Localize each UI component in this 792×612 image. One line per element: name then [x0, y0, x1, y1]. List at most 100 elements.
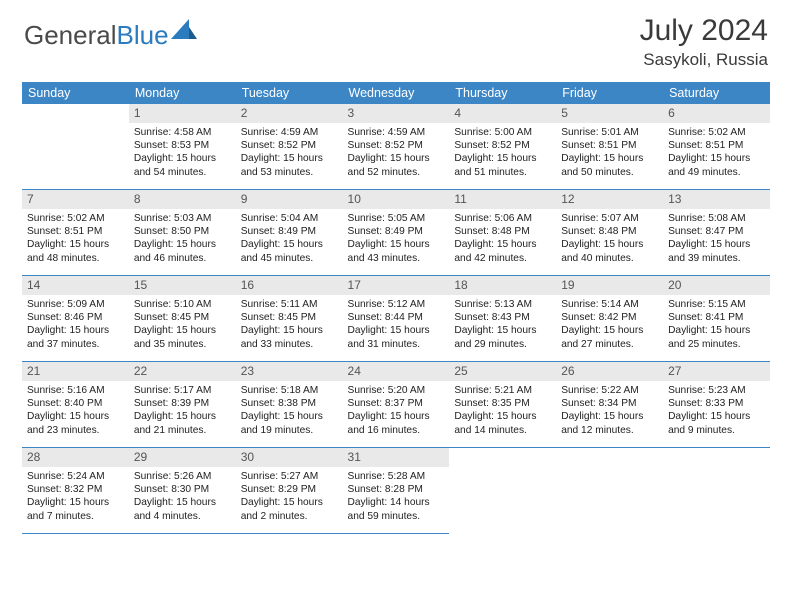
calendar-day-cell: 9Sunrise: 5:04 AMSunset: 8:49 PMDaylight…	[236, 190, 343, 276]
day-details: Sunrise: 5:08 AMSunset: 8:47 PMDaylight:…	[663, 209, 770, 268]
calendar-day-cell: 14Sunrise: 5:09 AMSunset: 8:46 PMDayligh…	[22, 276, 129, 362]
calendar-day-cell: 5Sunrise: 5:01 AMSunset: 8:51 PMDaylight…	[556, 104, 663, 190]
day-number: 6	[663, 104, 770, 123]
weekday-header: Sunday	[22, 82, 129, 104]
calendar-day-cell: 31Sunrise: 5:28 AMSunset: 8:28 PMDayligh…	[343, 448, 450, 534]
day-details: Sunrise: 5:22 AMSunset: 8:34 PMDaylight:…	[556, 381, 663, 440]
brand-text: GeneralBlue	[24, 20, 169, 51]
calendar-day-cell: 21Sunrise: 5:16 AMSunset: 8:40 PMDayligh…	[22, 362, 129, 448]
calendar-day-cell: 1Sunrise: 4:58 AMSunset: 8:53 PMDaylight…	[129, 104, 236, 190]
day-details: Sunrise: 5:21 AMSunset: 8:35 PMDaylight:…	[449, 381, 556, 440]
day-number: 1	[129, 104, 236, 123]
calendar-empty-cell	[22, 104, 129, 190]
calendar-day-cell: 12Sunrise: 5:07 AMSunset: 8:48 PMDayligh…	[556, 190, 663, 276]
day-details: Sunrise: 4:58 AMSunset: 8:53 PMDaylight:…	[129, 123, 236, 182]
calendar-day-cell: 10Sunrise: 5:05 AMSunset: 8:49 PMDayligh…	[343, 190, 450, 276]
day-number: 28	[22, 448, 129, 467]
day-number: 4	[449, 104, 556, 123]
calendar-day-cell: 26Sunrise: 5:22 AMSunset: 8:34 PMDayligh…	[556, 362, 663, 448]
calendar-day-cell: 27Sunrise: 5:23 AMSunset: 8:33 PMDayligh…	[663, 362, 770, 448]
day-details: Sunrise: 5:04 AMSunset: 8:49 PMDaylight:…	[236, 209, 343, 268]
calendar-empty-cell	[556, 448, 663, 534]
day-number: 8	[129, 190, 236, 209]
day-number: 9	[236, 190, 343, 209]
calendar-day-cell: 28Sunrise: 5:24 AMSunset: 8:32 PMDayligh…	[22, 448, 129, 534]
month-title: July 2024	[640, 14, 768, 48]
day-details: Sunrise: 5:23 AMSunset: 8:33 PMDaylight:…	[663, 381, 770, 440]
calendar-day-cell: 15Sunrise: 5:10 AMSunset: 8:45 PMDayligh…	[129, 276, 236, 362]
day-number: 17	[343, 276, 450, 295]
day-number: 13	[663, 190, 770, 209]
day-details: Sunrise: 5:01 AMSunset: 8:51 PMDaylight:…	[556, 123, 663, 182]
calendar-day-cell: 29Sunrise: 5:26 AMSunset: 8:30 PMDayligh…	[129, 448, 236, 534]
day-number: 25	[449, 362, 556, 381]
calendar-day-cell: 13Sunrise: 5:08 AMSunset: 8:47 PMDayligh…	[663, 190, 770, 276]
day-details: Sunrise: 5:15 AMSunset: 8:41 PMDaylight:…	[663, 295, 770, 354]
weekday-header: Wednesday	[343, 82, 450, 104]
calendar-week-row: 14Sunrise: 5:09 AMSunset: 8:46 PMDayligh…	[22, 276, 770, 362]
day-number: 21	[22, 362, 129, 381]
calendar-day-cell: 7Sunrise: 5:02 AMSunset: 8:51 PMDaylight…	[22, 190, 129, 276]
day-details: Sunrise: 5:02 AMSunset: 8:51 PMDaylight:…	[663, 123, 770, 182]
weekday-header: Thursday	[449, 82, 556, 104]
day-number: 3	[343, 104, 450, 123]
calendar-day-cell: 18Sunrise: 5:13 AMSunset: 8:43 PMDayligh…	[449, 276, 556, 362]
day-number: 23	[236, 362, 343, 381]
brand-logo: GeneralBlue	[24, 14, 197, 51]
day-details: Sunrise: 5:27 AMSunset: 8:29 PMDaylight:…	[236, 467, 343, 526]
calendar-day-cell: 24Sunrise: 5:20 AMSunset: 8:37 PMDayligh…	[343, 362, 450, 448]
day-number: 7	[22, 190, 129, 209]
day-details: Sunrise: 5:12 AMSunset: 8:44 PMDaylight:…	[343, 295, 450, 354]
header: GeneralBlue July 2024 Sasykoli, Russia	[0, 0, 792, 78]
calendar-empty-cell	[449, 448, 556, 534]
calendar-day-cell: 23Sunrise: 5:18 AMSunset: 8:38 PMDayligh…	[236, 362, 343, 448]
calendar-day-cell: 4Sunrise: 5:00 AMSunset: 8:52 PMDaylight…	[449, 104, 556, 190]
calendar-day-cell: 3Sunrise: 4:59 AMSunset: 8:52 PMDaylight…	[343, 104, 450, 190]
calendar-day-cell: 19Sunrise: 5:14 AMSunset: 8:42 PMDayligh…	[556, 276, 663, 362]
day-number: 12	[556, 190, 663, 209]
day-details: Sunrise: 4:59 AMSunset: 8:52 PMDaylight:…	[236, 123, 343, 182]
calendar-day-cell: 2Sunrise: 4:59 AMSunset: 8:52 PMDaylight…	[236, 104, 343, 190]
calendar-day-cell: 16Sunrise: 5:11 AMSunset: 8:45 PMDayligh…	[236, 276, 343, 362]
day-number: 16	[236, 276, 343, 295]
day-details: Sunrise: 5:10 AMSunset: 8:45 PMDaylight:…	[129, 295, 236, 354]
day-details: Sunrise: 5:02 AMSunset: 8:51 PMDaylight:…	[22, 209, 129, 268]
calendar-day-cell: 17Sunrise: 5:12 AMSunset: 8:44 PMDayligh…	[343, 276, 450, 362]
day-number: 22	[129, 362, 236, 381]
weekday-header: Monday	[129, 82, 236, 104]
day-number: 27	[663, 362, 770, 381]
day-number: 5	[556, 104, 663, 123]
day-number: 19	[556, 276, 663, 295]
day-details: Sunrise: 5:28 AMSunset: 8:28 PMDaylight:…	[343, 467, 450, 526]
calendar-day-cell: 20Sunrise: 5:15 AMSunset: 8:41 PMDayligh…	[663, 276, 770, 362]
day-number: 26	[556, 362, 663, 381]
day-details: Sunrise: 4:59 AMSunset: 8:52 PMDaylight:…	[343, 123, 450, 182]
day-details: Sunrise: 5:00 AMSunset: 8:52 PMDaylight:…	[449, 123, 556, 182]
calendar-day-cell: 6Sunrise: 5:02 AMSunset: 8:51 PMDaylight…	[663, 104, 770, 190]
day-number: 30	[236, 448, 343, 467]
day-details: Sunrise: 5:14 AMSunset: 8:42 PMDaylight:…	[556, 295, 663, 354]
calendar-day-cell: 11Sunrise: 5:06 AMSunset: 8:48 PMDayligh…	[449, 190, 556, 276]
day-details: Sunrise: 5:03 AMSunset: 8:50 PMDaylight:…	[129, 209, 236, 268]
location-text: Sasykoli, Russia	[640, 50, 768, 70]
weekday-header: Friday	[556, 82, 663, 104]
day-details: Sunrise: 5:07 AMSunset: 8:48 PMDaylight:…	[556, 209, 663, 268]
day-number: 14	[22, 276, 129, 295]
day-details: Sunrise: 5:20 AMSunset: 8:37 PMDaylight:…	[343, 381, 450, 440]
calendar-day-cell: 8Sunrise: 5:03 AMSunset: 8:50 PMDaylight…	[129, 190, 236, 276]
day-number: 15	[129, 276, 236, 295]
day-number: 2	[236, 104, 343, 123]
brand-triangle-icon	[171, 17, 197, 44]
calendar-week-row: 21Sunrise: 5:16 AMSunset: 8:40 PMDayligh…	[22, 362, 770, 448]
day-number: 31	[343, 448, 450, 467]
day-number: 10	[343, 190, 450, 209]
calendar-day-cell: 25Sunrise: 5:21 AMSunset: 8:35 PMDayligh…	[449, 362, 556, 448]
calendar-day-cell: 22Sunrise: 5:17 AMSunset: 8:39 PMDayligh…	[129, 362, 236, 448]
day-details: Sunrise: 5:24 AMSunset: 8:32 PMDaylight:…	[22, 467, 129, 526]
calendar-table: SundayMondayTuesdayWednesdayThursdayFrid…	[22, 82, 770, 534]
calendar-week-row: 28Sunrise: 5:24 AMSunset: 8:32 PMDayligh…	[22, 448, 770, 534]
weekday-header: Saturday	[663, 82, 770, 104]
day-details: Sunrise: 5:26 AMSunset: 8:30 PMDaylight:…	[129, 467, 236, 526]
calendar-day-cell: 30Sunrise: 5:27 AMSunset: 8:29 PMDayligh…	[236, 448, 343, 534]
day-details: Sunrise: 5:18 AMSunset: 8:38 PMDaylight:…	[236, 381, 343, 440]
